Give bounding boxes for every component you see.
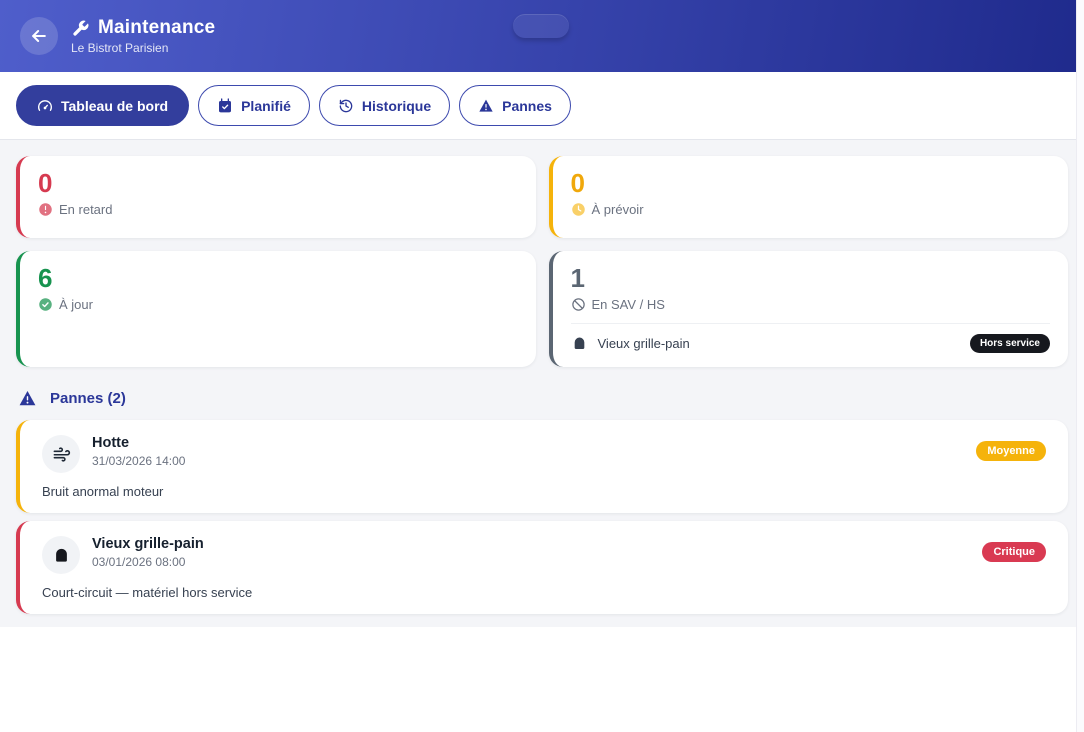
page-title: Maintenance <box>98 17 216 38</box>
warning-triangle-icon <box>478 98 494 114</box>
stat-card-a-prevoir: 0 À prévoir <box>548 156 1068 238</box>
tab-label: Planifié <box>241 97 291 114</box>
tab-bar: Tableau de bord Planifié Historique Pann… <box>0 72 1084 140</box>
equipment-avatar <box>42 435 80 473</box>
stats-grid: 0 En retard 0 À prévoir 6 <box>16 156 1068 367</box>
tab-pannes[interactable]: Pannes <box>459 85 571 126</box>
tab-label: Historique <box>361 97 432 114</box>
scrollbar[interactable] <box>1076 0 1084 732</box>
panne-card-vieux-grille-pain[interactable]: Vieux grille-pain 03/01/2026 08:00 Criti… <box>16 521 1068 614</box>
warning-triangle-icon <box>18 389 37 408</box>
stat-value: 0 <box>570 168 585 198</box>
stat-label: À prévoir <box>591 201 644 217</box>
tab-tableau-de-bord[interactable]: Tableau de bord <box>16 85 190 126</box>
severity-badge: Critique <box>982 542 1046 562</box>
panne-description: Court-circuit — matériel hors service <box>42 585 253 600</box>
exclamation-circle-icon <box>38 202 53 217</box>
panne-name: Vieux grille-pain <box>92 536 204 552</box>
stat-value: 0 <box>38 168 53 198</box>
dashboard-content: 0 En retard 0 À prévoir 6 <box>0 140 1084 627</box>
tab-historique[interactable]: Historique <box>318 85 451 126</box>
arrow-left-icon <box>29 26 49 46</box>
stat-card-a-jour: 6 À jour <box>16 251 536 367</box>
equipment-name: Vieux grille-pain <box>597 335 690 351</box>
stat-card-en-retard: 0 En retard <box>16 156 536 238</box>
stat-label: À jour <box>59 296 93 312</box>
status-badge: Hors service <box>969 333 1050 353</box>
wind-icon <box>52 445 71 464</box>
panne-description: Bruit anormal moteur <box>42 484 164 499</box>
pannes-section-header: Pannes (2) <box>18 389 1066 408</box>
page-subtitle: Le Bistrot Parisien <box>71 41 169 55</box>
gauge-icon <box>37 98 53 114</box>
header-pill <box>513 14 569 38</box>
panne-datetime: 31/03/2026 14:00 <box>92 454 186 468</box>
stat-value: 1 <box>570 263 585 293</box>
app-header: Maintenance Le Bistrot Parisien <box>0 0 1084 72</box>
stat-card-en-sav-hs: 1 En SAV / HS Vieux grille-pain Hors ser… <box>548 251 1068 367</box>
panne-name: Hotte <box>92 435 130 451</box>
ban-icon <box>571 297 586 312</box>
history-icon <box>338 98 354 114</box>
equipment-row[interactable]: Vieux grille-pain Hors service <box>570 322 1050 353</box>
tab-planifie[interactable]: Planifié <box>198 85 310 126</box>
stat-value: 6 <box>38 263 53 293</box>
panne-datetime: 03/01/2026 08:00 <box>92 555 186 569</box>
tab-label: Pannes <box>502 97 552 114</box>
clock-icon <box>571 202 586 217</box>
stat-label: En retard <box>59 201 113 217</box>
stat-label: En SAV / HS <box>591 296 665 312</box>
tab-label: Tableau de bord <box>61 97 169 114</box>
panne-card-hotte[interactable]: Hotte 31/03/2026 14:00 Moyenne Bruit ano… <box>16 420 1068 513</box>
toaster-icon <box>52 546 71 565</box>
wrench-icon <box>71 19 90 38</box>
back-button[interactable] <box>20 17 58 55</box>
severity-badge: Moyenne <box>976 441 1046 461</box>
check-circle-icon <box>38 297 53 312</box>
calendar-check-icon <box>217 97 233 114</box>
equipment-avatar <box>42 536 80 574</box>
pannes-section-title: Pannes (2) <box>50 390 126 407</box>
toaster-icon <box>571 335 588 352</box>
